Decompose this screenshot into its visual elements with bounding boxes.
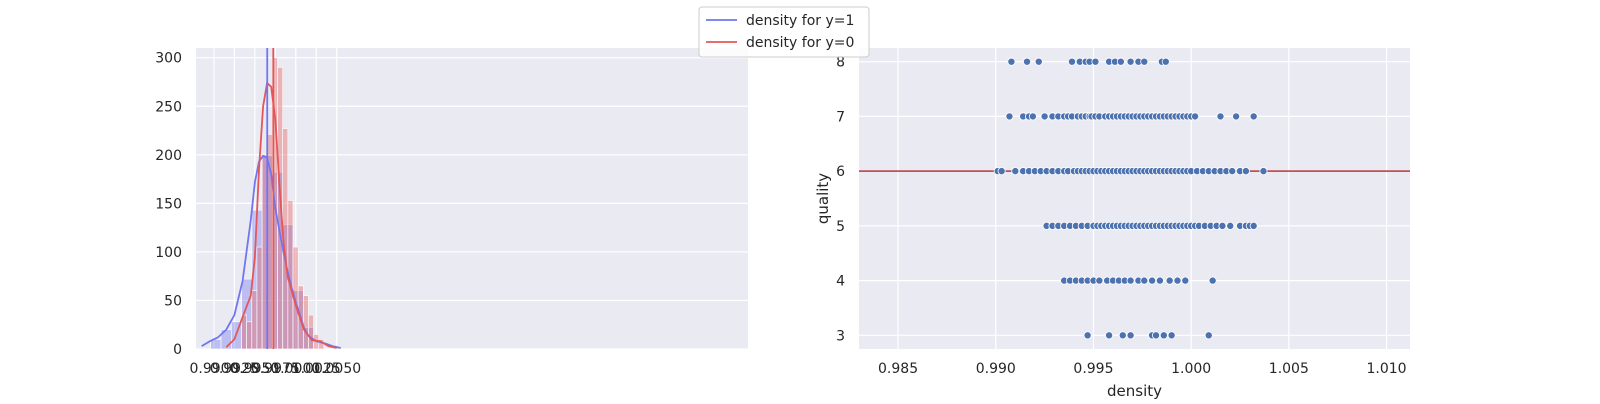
scatter-point [1241, 167, 1250, 176]
x-tick-label: 1.000 [1171, 361, 1211, 377]
x-tick-label: 0.9900 [189, 361, 238, 377]
scatter-point [1095, 276, 1104, 285]
y-tick-label: 4 [836, 274, 845, 290]
scatter-point [1208, 276, 1217, 285]
scatter-point [1118, 331, 1127, 340]
x-tick-label: 0.985 [878, 361, 918, 377]
histogram-bar-y0 [308, 314, 314, 350]
x-tick-label: 0.9950 [230, 361, 279, 377]
histogram-bar-y0 [251, 290, 258, 350]
scatter-point [1148, 276, 1157, 285]
scatter-point [1034, 57, 1043, 66]
x-tick-label: 1.0050 [312, 361, 361, 377]
scatter-point [1165, 276, 1174, 285]
y-tick-label: 8 [836, 55, 845, 71]
scatter-point [1249, 221, 1258, 230]
x-tick-label: 0.990 [976, 361, 1016, 377]
x-tick-label: 1.005 [1269, 361, 1309, 377]
scatter-point [1155, 276, 1164, 285]
scatter-point [1191, 112, 1200, 121]
scatter-point [1105, 331, 1114, 340]
y-tick-label: 3 [836, 328, 845, 344]
scatter-point [1116, 57, 1125, 66]
y-tick-label: 250 [155, 99, 182, 115]
scatter-point [1232, 112, 1241, 121]
y-tick-label: 6 [836, 164, 845, 180]
histogram-bar-y0 [246, 321, 253, 350]
scatter-point [1067, 57, 1076, 66]
scatter-point [1167, 331, 1176, 340]
scatter-panel: 0.985 0.990 0.995 1.000 1.005 1.010 3 4 5 6 7 8 dens… [814, 48, 1410, 400]
scatter-point [1226, 221, 1235, 230]
y-tick-label: 5 [836, 219, 845, 235]
scatter-point [1204, 331, 1213, 340]
x-axis-label: density [1107, 382, 1162, 400]
x-tick-label: 0.9925 [210, 361, 259, 377]
y-axis-label: quality [814, 173, 832, 224]
histogram-bar-y0 [256, 246, 263, 350]
scatter-point [997, 167, 1006, 176]
y-tick-label: 150 [155, 196, 182, 212]
x-tick-label: 0.995 [1073, 361, 1113, 377]
x-tick-label: 1.010 [1367, 361, 1407, 377]
scatter-point [1259, 167, 1268, 176]
scatter-point [1083, 331, 1092, 340]
x-tick-label: 1.0025 [292, 361, 341, 377]
scatter-point [1091, 57, 1100, 66]
kde-line-y0 [225, 81, 337, 349]
scatter-point [1159, 331, 1168, 340]
x-tick-label: 1.0000 [271, 361, 320, 377]
y-tick-label: 7 [836, 109, 845, 125]
legend-label-y1: density for y=1 [746, 13, 854, 29]
scatter-point [1181, 276, 1190, 285]
legend: density for y=1 density for y=0 [698, 6, 870, 58]
scatter-point [1249, 112, 1258, 121]
y-tick-label: 300 [155, 51, 182, 67]
scatter-point [1007, 57, 1016, 66]
histogram-panel: 0.99000.99250.99500.99751.00001.00251.00… [155, 48, 748, 377]
scatter-point [1140, 57, 1149, 66]
scatter-point [1011, 167, 1020, 176]
scatter-point [1023, 57, 1032, 66]
y-tick-label: 200 [155, 148, 182, 164]
scatter-point [1005, 112, 1014, 121]
plot-area-background [859, 48, 1410, 349]
x-tick-label: 0.9975 [251, 361, 300, 377]
scatter-point [1228, 167, 1237, 176]
scatter-point [1126, 276, 1135, 285]
scatter-point [1126, 331, 1135, 340]
scatter-point [1173, 276, 1182, 285]
scatter-point [1040, 112, 1049, 121]
scatter-point [1151, 331, 1160, 340]
histogram-bar-y0 [302, 295, 309, 350]
scatter-point [1126, 57, 1135, 66]
y-tick-label: 0 [173, 342, 182, 358]
scatter-point [1140, 276, 1149, 285]
y-tick-label: 50 [164, 293, 182, 309]
legend-box [698, 6, 870, 58]
scatter-point [1028, 112, 1037, 121]
scatter-point [1218, 221, 1227, 230]
scatter-point [1216, 112, 1225, 121]
y-tick-label: 100 [155, 245, 182, 261]
legend-label-y0: density for y=0 [746, 35, 854, 51]
scatter-point [1161, 57, 1170, 66]
